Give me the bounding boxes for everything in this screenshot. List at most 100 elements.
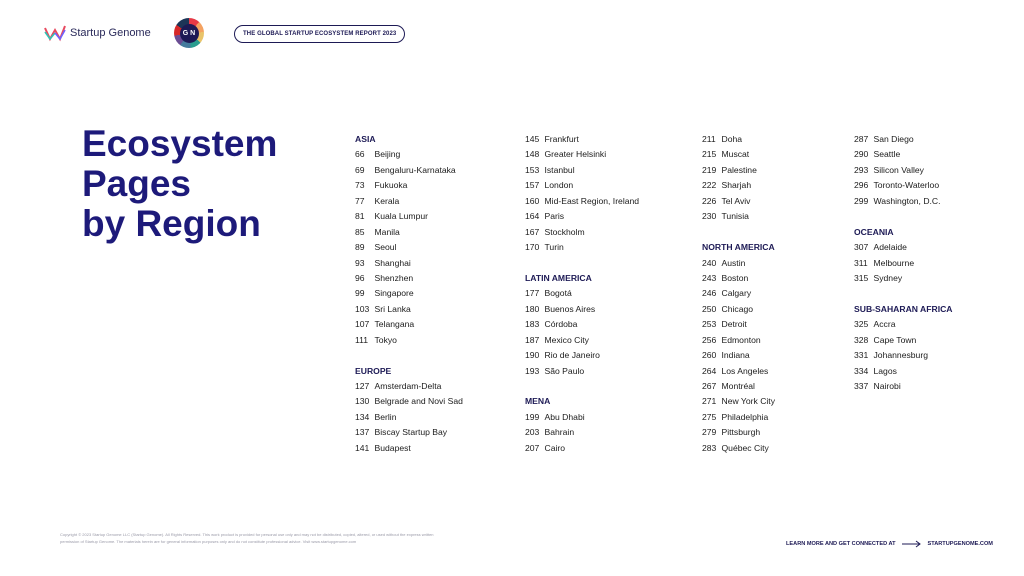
ecosystem-entry[interactable]: 81 Kuala Lumpur xyxy=(355,209,515,224)
header: Startup Genome G N THE GLOBAL STARTUP EC… xyxy=(44,18,444,48)
ecosystem-entry[interactable]: 148 Greater Helsinki xyxy=(525,147,695,162)
ecosystem-entry[interactable]: 153 Istanbul xyxy=(525,163,695,178)
ecosystem-entry[interactable]: 315 Sydney xyxy=(854,271,1004,286)
ecosystem-entry[interactable]: 187 Mexico City xyxy=(525,333,695,348)
ecosystem-entry[interactable]: 256 Edmonton xyxy=(702,333,847,348)
ecosystem-name: Melbourne xyxy=(873,257,915,268)
ecosystem-entry[interactable]: 240 Austin xyxy=(702,256,847,271)
ecosystem-name: Stockholm xyxy=(544,226,585,237)
page-number: 296 xyxy=(854,180,869,191)
ecosystem-entry[interactable]: 219 Palestine xyxy=(702,163,847,178)
ecosystem-entry[interactable]: 157 London xyxy=(525,178,695,193)
ecosystem-entry[interactable]: 279 Pittsburgh xyxy=(702,425,847,440)
ecosystem-entry[interactable]: 93 Shanghai xyxy=(355,256,515,271)
ecosystem-name: Mexico City xyxy=(544,334,589,345)
ecosystem-entry[interactable]: 85 Manila xyxy=(355,225,515,240)
ecosystem-entry[interactable]: 103 Sri Lanka xyxy=(355,302,515,317)
ecosystem-entry[interactable]: 275 Philadelphia xyxy=(702,410,847,425)
ecosystem-entry[interactable]: 331 Johannesburg xyxy=(854,348,1004,363)
ecosystem-entry[interactable]: 66 Beijing xyxy=(355,147,515,162)
region-heading: MENA xyxy=(525,396,551,407)
ecosystem-entry[interactable]: 99 Singapore xyxy=(355,286,515,301)
page-number: 253 xyxy=(702,319,717,330)
ecosystem-name: Istanbul xyxy=(544,164,575,175)
ecosystem-entry[interactable]: 328 Cape Town xyxy=(854,333,1004,348)
ecosystem-entry[interactable]: 137 Biscay Startup Bay xyxy=(355,425,515,440)
ecosystem-entry[interactable]: 271 New York City xyxy=(702,394,847,409)
ecosystem-entry[interactable]: 193 São Paulo xyxy=(525,364,695,379)
ecosystem-entry[interactable]: 264 Los Angeles xyxy=(702,364,847,379)
ecosystem-entry[interactable]: 167 Stockholm xyxy=(525,225,695,240)
page-number: 226 xyxy=(702,195,717,206)
region-heading: OCEANIA xyxy=(854,226,894,237)
ecosystem-entry[interactable]: 111 Tokyo xyxy=(355,333,515,348)
page-number: 167 xyxy=(525,226,540,237)
ecosystem-entry[interactable]: 230 Tunisia xyxy=(702,209,847,224)
ecosystem-entry[interactable]: 290 Seattle xyxy=(854,147,1004,162)
ecosystem-entry[interactable]: 127 Amsterdam-Delta xyxy=(355,379,515,394)
ecosystem-entry[interactable]: 141 Budapest xyxy=(355,441,515,456)
page-number: 315 xyxy=(854,272,869,283)
ecosystem-entry[interactable]: 89 Seoul xyxy=(355,240,515,255)
ecosystem-entry[interactable]: 222 Sharjah xyxy=(702,178,847,193)
ecosystem-entry[interactable]: 283 Québec City xyxy=(702,441,847,456)
ecosystem-entry[interactable]: 307 Adelaide xyxy=(854,240,1004,255)
ecosystem-name: Chicago xyxy=(721,303,754,314)
ecosystem-entry[interactable]: 267 Montréal xyxy=(702,379,847,394)
ecosystem-name: Palestine xyxy=(721,164,757,175)
ecosystem-name: Rio de Janeiro xyxy=(544,350,600,361)
ecosystem-entry[interactable]: 215 Muscat xyxy=(702,147,847,162)
ecosystem-entry[interactable]: 107 Telangana xyxy=(355,317,515,332)
ecosystem-name: Fukuoka xyxy=(374,180,408,191)
ecosystem-entry[interactable]: 130 Belgrade and Novi Sad xyxy=(355,394,515,409)
ecosystem-entry[interactable]: 293 Silicon Valley xyxy=(854,163,1004,178)
page-number: 177 xyxy=(525,288,540,299)
ecosystem-entry[interactable]: 183 Córdoba xyxy=(525,317,695,332)
cta-link[interactable]: STARTUPGENOME.COM xyxy=(927,541,993,547)
ecosystem-entry[interactable]: 287 San Diego xyxy=(854,132,1004,147)
arrow-right-icon xyxy=(901,540,921,548)
ecosystem-entry[interactable]: 334 Lagos xyxy=(854,364,1004,379)
ecosystem-entry[interactable]: 337 Nairobi xyxy=(854,379,1004,394)
ecosystem-entry[interactable]: 211 Doha xyxy=(702,132,847,147)
footer-cta[interactable]: LEARN MORE AND GET CONNECTED AT STARTUPG… xyxy=(786,540,993,548)
ecosystem-entry[interactable]: 203 Bahrain xyxy=(525,425,695,440)
ecosystem-entry[interactable]: 73 Fukuoka xyxy=(355,178,515,193)
title-line-3: by Region xyxy=(82,203,261,244)
startup-genome-logo[interactable]: Startup Genome xyxy=(44,24,151,42)
ecosystem-entry[interactable]: 160 Mid-East Region, Ireland xyxy=(525,194,695,209)
ecosystem-entry[interactable]: 190 Rio de Janeiro xyxy=(525,348,695,363)
gen-badge-text: G N xyxy=(179,23,199,43)
page-number: 307 xyxy=(854,242,869,253)
ecosystem-name: Boston xyxy=(721,272,749,283)
ecosystem-entry[interactable]: 77 Kerala xyxy=(355,194,515,209)
ecosystem-name: Calgary xyxy=(721,288,752,299)
ecosystem-entry[interactable]: 177 Bogotá xyxy=(525,286,695,301)
ecosystem-entry[interactable]: 199 Abu Dhabi xyxy=(525,410,695,425)
ecosystem-entry[interactable]: 260 Indiana xyxy=(702,348,847,363)
ecosystem-entry[interactable]: 243 Boston xyxy=(702,271,847,286)
brand-name: Startup Genome xyxy=(70,27,151,39)
ecosystem-name: Philadelphia xyxy=(721,411,769,422)
ecosystem-entry[interactable]: 325 Accra xyxy=(854,317,1004,332)
ecosystem-name: Tel Aviv xyxy=(721,195,751,206)
ecosystem-entry[interactable]: 145 Frankfurt xyxy=(525,132,695,147)
ecosystem-entry[interactable]: 180 Buenos Aires xyxy=(525,302,695,317)
ecosystem-entry[interactable]: 134 Berlin xyxy=(355,410,515,425)
ecosystem-entry[interactable]: 253 Detroit xyxy=(702,317,847,332)
ecosystem-entry[interactable]: 69 Bengaluru-Karnataka xyxy=(355,163,515,178)
ecosystem-entry[interactable]: 311 Melbourne xyxy=(854,256,1004,271)
page-number: 328 xyxy=(854,334,869,345)
ecosystem-entry[interactable]: 246 Calgary xyxy=(702,286,847,301)
ecosystem-entry[interactable]: 250 Chicago xyxy=(702,302,847,317)
ecosystem-name: Austin xyxy=(721,257,746,268)
ecosystem-entry[interactable]: 296 Toronto-Waterloo xyxy=(854,178,1004,193)
ecosystem-entry[interactable]: 164 Paris xyxy=(525,209,695,224)
ecosystem-entry[interactable]: 170 Turin xyxy=(525,240,695,255)
ecosystem-entry[interactable]: 299 Washington, D.C. xyxy=(854,194,1004,209)
section-spacer xyxy=(525,256,695,271)
ecosystem-name: Cairo xyxy=(544,442,566,453)
ecosystem-entry[interactable]: 96 Shenzhen xyxy=(355,271,515,286)
ecosystem-entry[interactable]: 207 Cairo xyxy=(525,441,695,456)
ecosystem-entry[interactable]: 226 Tel Aviv xyxy=(702,194,847,209)
